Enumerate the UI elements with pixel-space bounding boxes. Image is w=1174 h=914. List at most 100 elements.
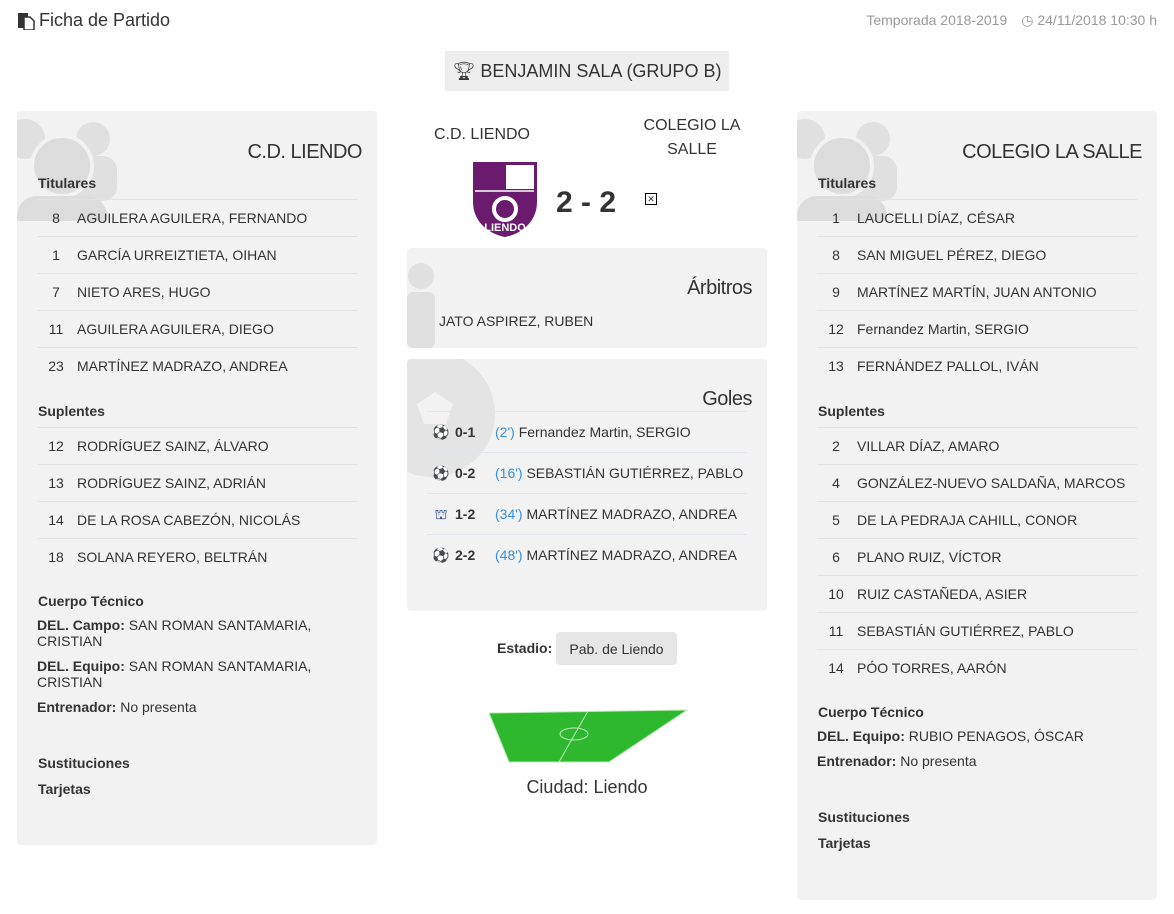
home-team-name: C.D. LIENDO (433, 126, 530, 143)
goal-detail: (34') MARTÍNEZ MADRAZO, ANDREA (495, 504, 747, 524)
goal-minute: (2') (495, 424, 515, 440)
player-name: RODRÍGUEZ SAINZ, ADRIÁN (77, 475, 267, 491)
staff-name: RUBIO PENAGOS, ÓSCAR (908, 728, 1084, 744)
player-row: 18 SOLANA REYERO, BELTRÁN (37, 538, 357, 575)
player-name: GARCÍA URREIZTIETA, OIHAN (77, 247, 277, 263)
goal-minute: (34') (495, 506, 523, 522)
staff-heading: Cuerpo Técnico (818, 704, 924, 720)
player-number: 9 (832, 284, 840, 300)
staff-item: Entrenador: No presenta (817, 753, 1137, 769)
cards-heading: Tarjetas (38, 781, 91, 797)
staff-role: Entrenador: (37, 699, 117, 715)
player-name: AGUILERA AGUILERA, FERNANDO (77, 210, 308, 226)
goals-box: Goles ⚽ 0-1 (2') Fernandez Martin, SERGIO ⚽… (407, 359, 767, 611)
referee-bg-icon (407, 263, 435, 348)
player-number: 13 (828, 358, 844, 374)
match-datetime: ◷ 24/11/2018 10:30 h (1021, 12, 1157, 29)
away-team-name: COLEGIO LA SALLE (643, 117, 741, 158)
player-name: RODRÍGUEZ SAINZ, ÁLVARO (77, 438, 269, 454)
player-row: 13 RODRÍGUEZ SAINZ, ADRIÁN (37, 464, 357, 501)
staff-list: DEL. Campo: SAN ROMAN SANTAMARIA, CRISTI… (37, 617, 357, 715)
goal-score: 2-2 (455, 547, 476, 563)
starters-list: 1 LAUCELLI DÍAZ, CÉSAR 8 SAN MIGUEL PÉREZ, … (817, 199, 1137, 384)
player-row: 10 RUIZ CASTAÑEDA, ASIER (817, 575, 1137, 612)
staff-role: DEL. Campo: (37, 617, 125, 633)
player-number: 5 (832, 512, 840, 528)
staff-name: No presenta (900, 753, 977, 769)
player-name: SOLANA REYERO, BELTRÁN (77, 549, 268, 565)
staff-name: SAN ROMAN SANTAMARIA, CRISTIAN (37, 617, 312, 649)
player-row: 5 DE LA PEDRAJA CAHILL, CONOR (817, 501, 1137, 538)
city: Ciudad: Liendo (526, 777, 648, 797)
goal-score: 0-1 (455, 424, 476, 440)
player-row: 1 LAUCELLI DÍAZ, CÉSAR (817, 199, 1137, 236)
player-row: 8 SAN MIGUEL PÉREZ, DIEGO (817, 236, 1137, 273)
player-name: DE LA PEDRAJA CAHILL, CONOR (857, 512, 1078, 528)
staff-role: DEL. Equipo: (817, 728, 905, 744)
player-row: 7 NIETO ARES, HUGO (37, 273, 357, 310)
player-number: 14 (48, 512, 64, 528)
page-title-text: Ficha de Partido (39, 10, 171, 30)
stadium-button[interactable]: Pab. de Liendo (556, 632, 677, 665)
goal-player: SEBASTIÁN GUTIÉRREZ, PABLO (526, 465, 744, 481)
player-number: 11 (828, 623, 844, 639)
substitutions-heading: Sustituciones (38, 755, 130, 771)
player-row: 9 MARTÍNEZ MARTÍN, JUAN ANTONIO (817, 273, 1137, 310)
season: Temporada 2018-2019 (866, 12, 1008, 28)
competition-badge: 🏆︎ BENJAMIN SALA (GRUPO B) (445, 51, 729, 91)
goal-row: ⚽ 0-2 (16') SEBASTIÁN GUTIÉRREZ, PABLO (427, 452, 747, 493)
player-name: AGUILERA AGUILERA, DIEGO (77, 321, 274, 337)
player-number: 1 (52, 247, 60, 263)
soccer-ball-icon: ⚽ (432, 465, 450, 481)
competition-name: BENJAMIN SALA (GRUPO B) (480, 60, 722, 81)
player-name: GONZÁLEZ-NUEVO SALDAÑA, MARCOS (857, 475, 1126, 491)
goal-row: ⚽ 2-2 (48') MARTÍNEZ MADRAZO, ANDREA (427, 534, 747, 575)
subs-heading: Suplentes (38, 403, 105, 419)
player-name: MARTÍNEZ MARTÍN, JUAN ANTONIO (857, 284, 1097, 300)
player-row: 12 Fernandez Martin, SERGIO (817, 310, 1137, 347)
away-team-logo-broken: ✕ (645, 193, 657, 205)
player-name: VILLAR DÍAZ, AMARO (857, 438, 1000, 454)
player-name: LAUCELLI DÍAZ, CÉSAR (857, 210, 1015, 226)
player-row: 6 PLANO RUIZ, VÍCTOR (817, 538, 1137, 575)
staff-role: Entrenador: (817, 753, 897, 769)
player-row: 8 AGUILERA AGUILERA, FERNANDO (37, 199, 357, 236)
soccer-ball-bg-icon (407, 359, 495, 477)
home-team-logo: LIENDO (473, 162, 537, 237)
goal-detail: (16') SEBASTIÁN GUTIÉRREZ, PABLO (495, 463, 747, 483)
staff-list: DEL. Equipo: RUBIO PENAGOS, ÓSCAR Entrena… (817, 728, 1137, 769)
player-name: SAN MIGUEL PÉREZ, DIEGO (857, 247, 1047, 263)
player-number: 12 (48, 438, 64, 454)
player-name: SEBASTIÁN GUTIÉRREZ, PABLO (857, 623, 1074, 639)
player-name: PLANO RUIZ, VÍCTOR (857, 549, 1002, 565)
player-number: 14 (828, 660, 844, 676)
goal-row: ⛫ 1-2 (34') MARTÍNEZ MADRAZO, ANDREA (427, 493, 747, 534)
staff-item: DEL. Campo: SAN ROMAN SANTAMARIA, CRISTI… (37, 617, 357, 649)
page-title: Ficha de Partido (17, 10, 170, 31)
team-name: COLEGIO LA SALLE (962, 141, 1142, 163)
player-number: 1 (832, 210, 840, 226)
player-number: 11 (48, 321, 64, 337)
home-team-panel: C.D. LIENDO Titulares 8 AGUILERA AGUILERA, … (17, 111, 377, 845)
goal-detail: (2') Fernandez Martin, SERGIO (495, 422, 747, 442)
team-bg-icon (17, 119, 117, 221)
referees-title: Árbitros (687, 277, 752, 299)
player-row: 12 RODRÍGUEZ SAINZ, ÁLVARO (37, 427, 357, 464)
goal-player: MARTÍNEZ MADRAZO, ANDREA (526, 506, 738, 522)
player-row: 4 GONZÁLEZ-NUEVO SALDAÑA, MARCOS (817, 464, 1137, 501)
goal-player: MARTÍNEZ MADRAZO, ANDREA (526, 547, 738, 563)
player-number: 10 (828, 586, 844, 602)
substitutions-heading: Sustituciones (818, 809, 910, 825)
player-name: MARTÍNEZ MADRAZO, ANDREA (77, 358, 288, 374)
staff-item: DEL. Equipo: SAN ROMAN SANTAMARIA, CRIST… (37, 658, 357, 690)
subs-list: 2 VILLAR DÍAZ, AMARO 4 GONZÁLEZ-NUEVO SALDA… (817, 427, 1137, 686)
goal-score: 0-2 (455, 465, 476, 481)
staff-heading: Cuerpo Técnico (38, 593, 144, 609)
goal-minute: (16') (495, 465, 523, 481)
trophy-icon: 🏆︎ (452, 60, 476, 81)
datetime-text: 24/11/2018 10:30 h (1037, 12, 1157, 28)
stadium-label: Estadio: (497, 640, 553, 656)
clock-icon: ◷ (1021, 12, 1034, 28)
staff-name: No presenta (120, 699, 197, 715)
player-number: 8 (52, 210, 60, 226)
